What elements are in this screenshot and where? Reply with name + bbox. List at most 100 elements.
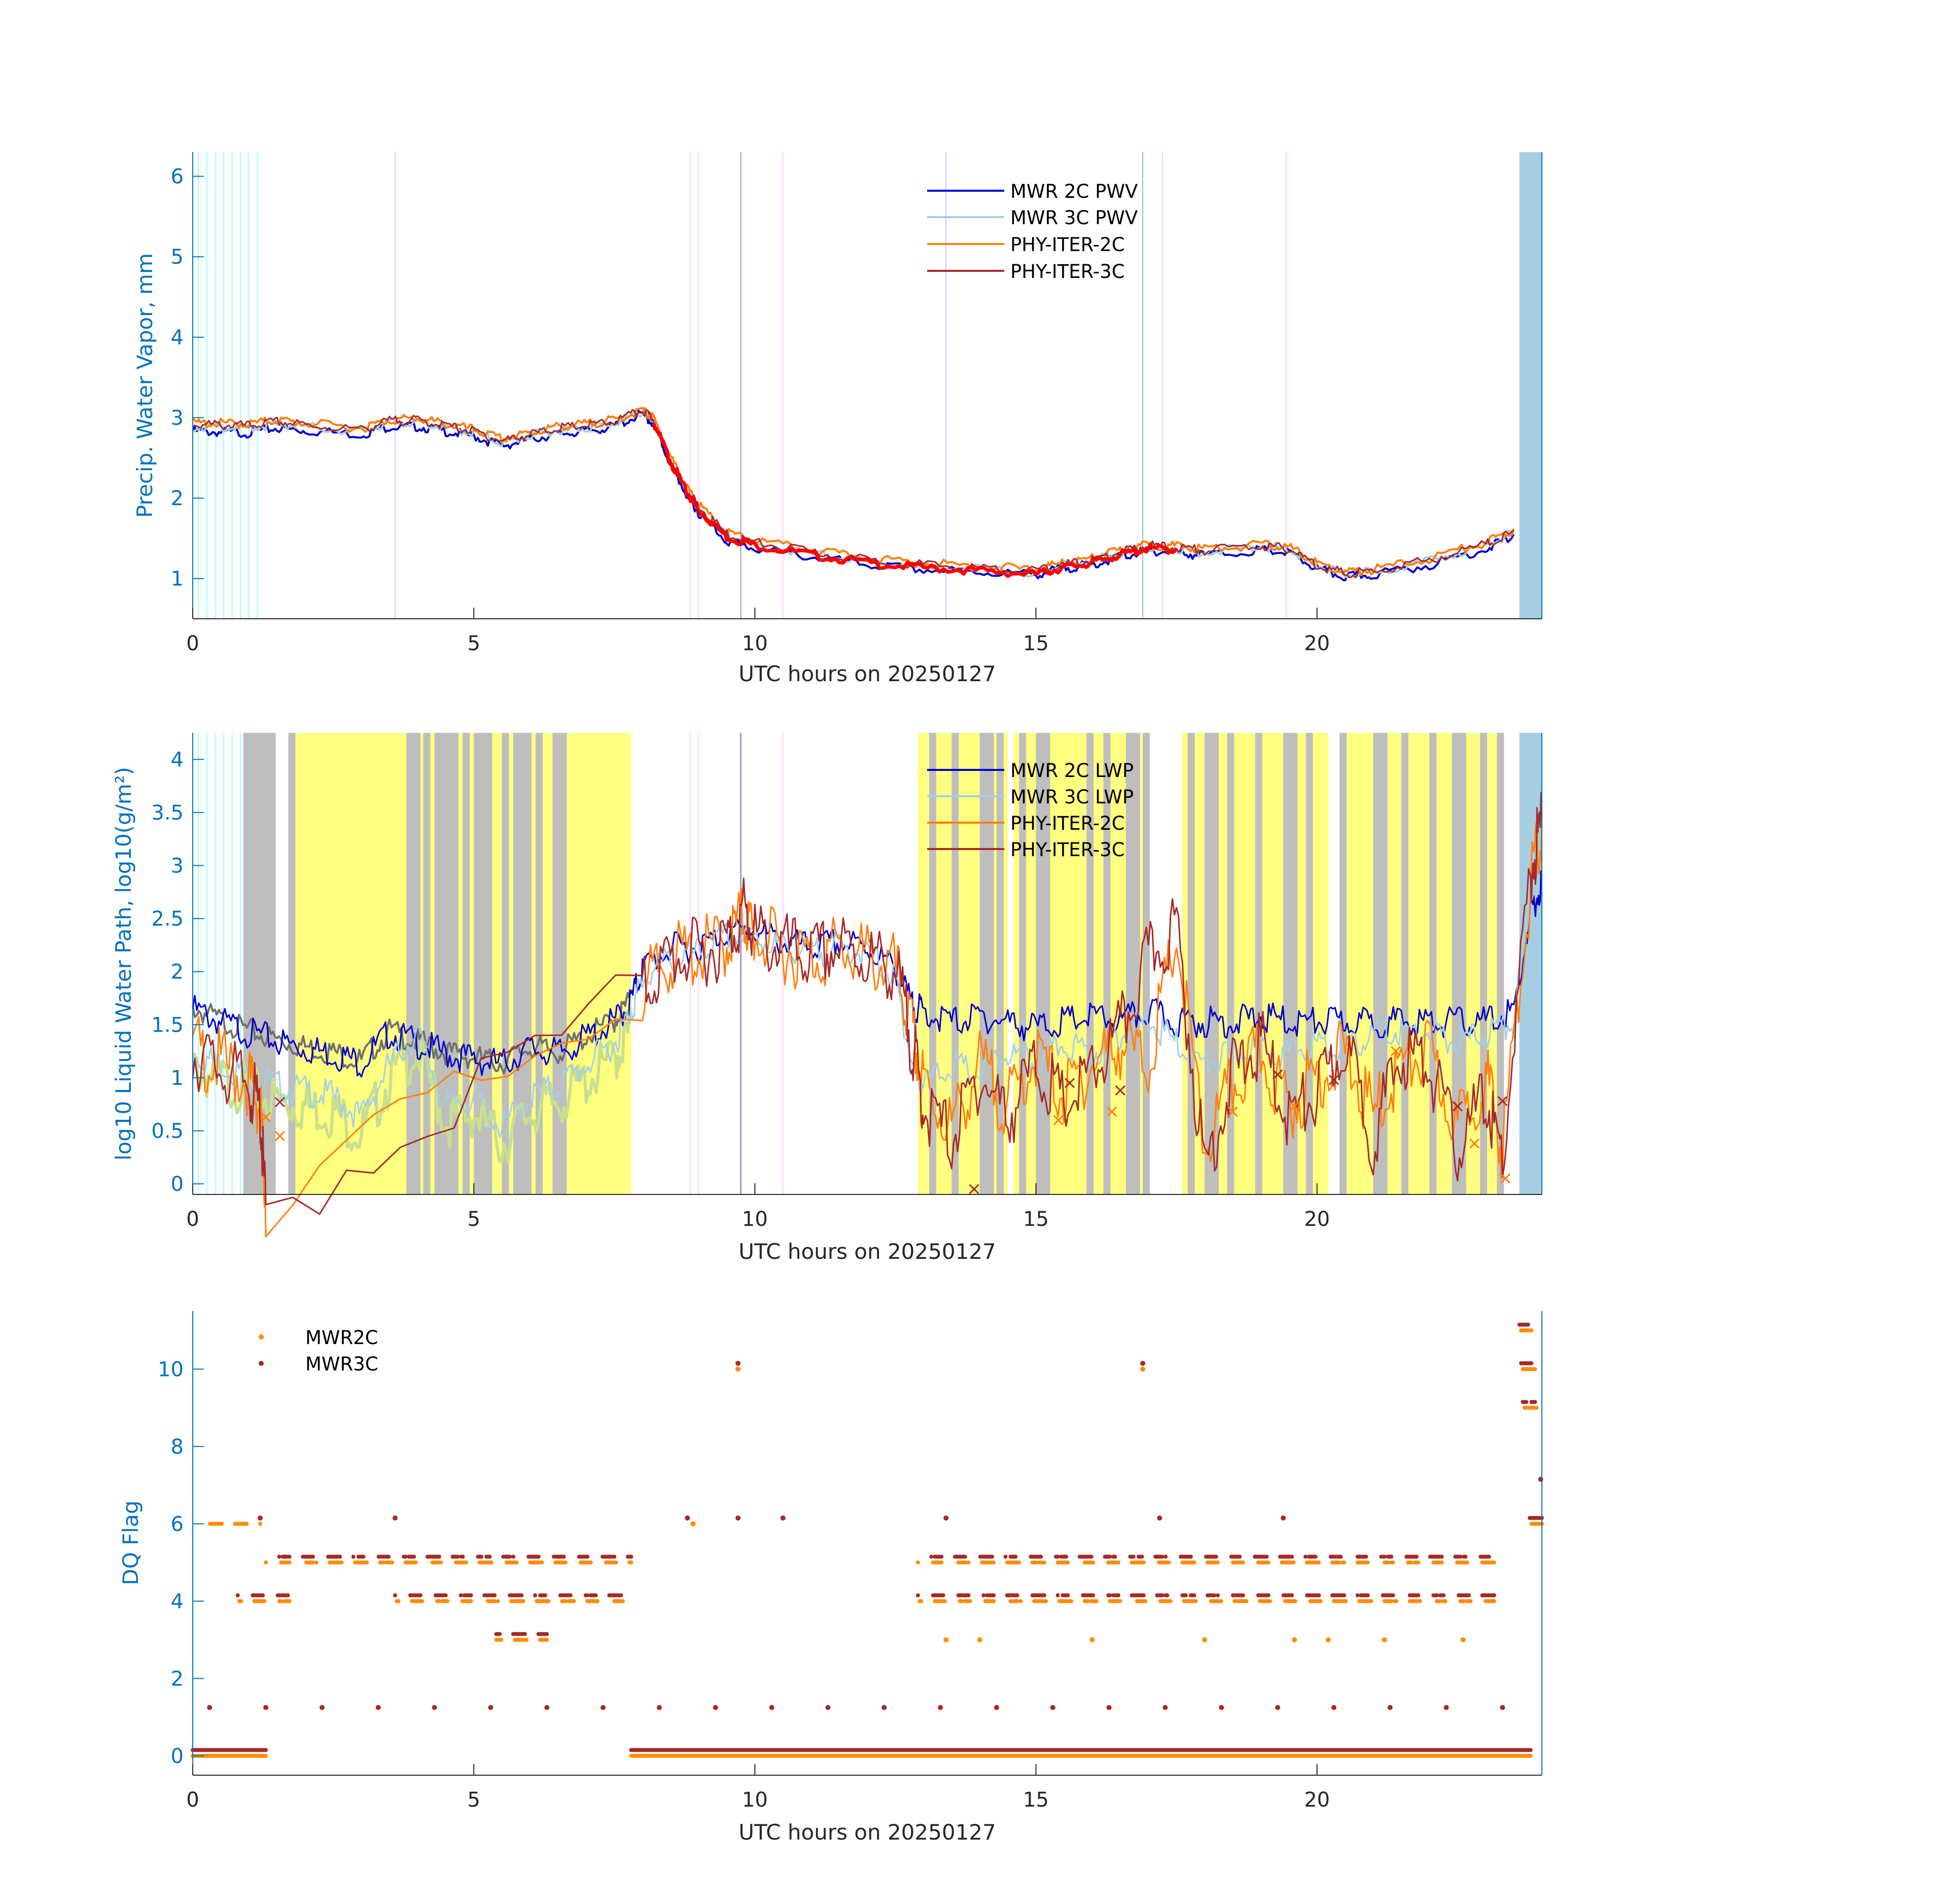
dq-point-mwr2c [992, 1599, 996, 1603]
dq-point-mwr2c [279, 1599, 284, 1603]
dq-point-mwr3c [593, 1593, 598, 1598]
dq-point-mwr2c [977, 1637, 982, 1643]
lwp-x-marker [1107, 1106, 1117, 1117]
dq-point-mwr2c [1529, 1328, 1534, 1333]
lwp-x-markers [261, 1046, 1511, 1194]
dq-point-mwr3c [469, 1593, 473, 1598]
dq-point-mwr2c [464, 1560, 469, 1565]
dq-point-mwr2c [588, 1560, 593, 1565]
dq-point-mwr3c [1439, 1555, 1444, 1559]
dq-point-mwr2c [919, 1599, 924, 1603]
dq-point-mwr3c [311, 1555, 315, 1559]
dq-point-mwr3c [258, 1515, 263, 1521]
dq-point-mwr2c [1042, 1560, 1046, 1565]
dq-point-mwr2c [1044, 1599, 1048, 1603]
dq-point-mwr3c [568, 1593, 573, 1598]
dq-point-mwr3c [1317, 1593, 1321, 1598]
dq-point-mwr2c [420, 1599, 425, 1603]
y-tick-label: 6 [171, 1512, 184, 1536]
dq-point-mwr2c [1143, 1599, 1148, 1603]
lwp-gray-band [451, 733, 458, 1194]
dq-point-mwr3c [1492, 1593, 1496, 1598]
lwp-axes: 0 5 10 15 20 0 0.5 1 1.5 2 2.5 3 3.5 4 [151, 733, 1542, 1231]
dq-point-mwr3c [1238, 1555, 1242, 1559]
dq-point-mwr3c [963, 1555, 967, 1559]
dq-point-mwr2c [390, 1560, 395, 1565]
lwp-x-marker [261, 1112, 271, 1122]
dq-point-mwr3c [1275, 1705, 1281, 1710]
dq-point-mwr3c [1212, 1593, 1217, 1598]
y-tick-label: 1.5 [151, 1013, 184, 1037]
dq-point-mwr3c [1538, 1476, 1543, 1482]
dq-point-mwr2c [992, 1560, 996, 1565]
dq-point-mwr2c [1492, 1599, 1496, 1603]
dq-point-mwr2c [1409, 1560, 1414, 1565]
dq-point-mwr3c [941, 1593, 945, 1598]
dq-panel: 0 5 10 15 20 0 2 4 6 8 10 UTC hours on 20250127 DQ… [118, 1311, 1544, 1845]
dq-point-mwr3c [393, 1515, 398, 1521]
dq-point-mwr2c [1219, 1599, 1223, 1603]
lwp-x-marker [1452, 1101, 1463, 1112]
x-tick-label: 10 [742, 1208, 768, 1231]
dq-point-mwr2c [239, 1599, 243, 1603]
lwp-gray-band [1429, 733, 1437, 1194]
pwv-flag-bands [198, 152, 1542, 619]
dq-point-mwr3c [1458, 1555, 1463, 1559]
lwp-x-marker [1500, 1173, 1511, 1184]
dq-point-mwr2c [1443, 1599, 1448, 1603]
dq-point-mwr3c [1165, 1593, 1170, 1598]
y-tick-label: 2 [171, 487, 184, 510]
dq-point-mwr3c [443, 1593, 448, 1598]
dq-point-mwr2c [365, 1560, 369, 1565]
dq-point-mwr3c [1106, 1705, 1112, 1710]
dq-point-mwr3c [545, 1632, 549, 1636]
dq-point-mwr3c [1266, 1593, 1271, 1598]
dq-point-mwr2c [1169, 1599, 1173, 1603]
dq-point-mwr2c [1394, 1599, 1399, 1603]
dq-point-mwr3c [994, 1705, 999, 1710]
dq-point-mwr2c [413, 1560, 418, 1565]
dq-legend: MWR2C MWR3C [259, 1327, 378, 1375]
dq-axes: 0 5 10 15 20 0 2 4 6 8 10 [158, 1311, 1542, 1812]
dq-point-mwr2c [396, 1599, 401, 1603]
dq-point-mwr2c [1386, 1560, 1390, 1565]
legend-dot-mwr2c [259, 1334, 264, 1339]
lwp-series [191, 792, 1543, 1238]
lwp-x-marker [1469, 1138, 1480, 1149]
dq-point-mwr3c [656, 1705, 662, 1710]
lwp-gray-band [406, 733, 421, 1194]
dq-point-mwr2c [492, 1599, 497, 1603]
lwp-x-marker [1289, 1101, 1300, 1112]
y-tick-label: 0 [171, 1173, 184, 1196]
dq-point-mwr2c [469, 1599, 473, 1603]
lwp-gray-band [979, 733, 994, 1194]
dq-point-mwr2c [1391, 1560, 1395, 1565]
dq-point-mwr3c [375, 1705, 381, 1710]
dq-point-mwr3c [207, 1705, 213, 1710]
dq-point-mwr3c [277, 1555, 281, 1559]
dq-point-mwr3c [1160, 1593, 1165, 1598]
dq-point-mwr3c [1183, 1593, 1188, 1598]
dq-point-mwr3c [261, 1593, 265, 1598]
dq-point-mwr3c [523, 1632, 527, 1636]
lwp-x-marker [1497, 1096, 1508, 1106]
dq-point-mwr3c [1529, 1361, 1534, 1365]
dq-point-mwr3c [1140, 1555, 1144, 1559]
dq-plot-area [193, 1311, 1542, 1775]
dq-point-mwr3c [1463, 1555, 1468, 1559]
dq-point-mwr2c [595, 1599, 599, 1603]
dq-point-mwr3c [1116, 1593, 1120, 1598]
dq-point-mwr3c [612, 1555, 617, 1559]
dq-point-mwr3c [544, 1705, 550, 1710]
dq-point-mwr3c [1303, 1555, 1308, 1559]
dq-point-mwr3c [1050, 1705, 1055, 1710]
dq-point-mwr2c [264, 1753, 268, 1758]
dq-point-mwr3c [780, 1515, 786, 1521]
dq-point-mwr2c [1337, 1560, 1342, 1565]
dq-points [191, 1322, 1544, 1758]
dq-point-mwr2c [1086, 1599, 1090, 1603]
dq-point-mwr3c [519, 1593, 524, 1598]
dq-point-mwr3c [498, 1632, 502, 1636]
lwp-gray-band [1227, 733, 1234, 1194]
dq-point-mwr3c [585, 1593, 589, 1598]
